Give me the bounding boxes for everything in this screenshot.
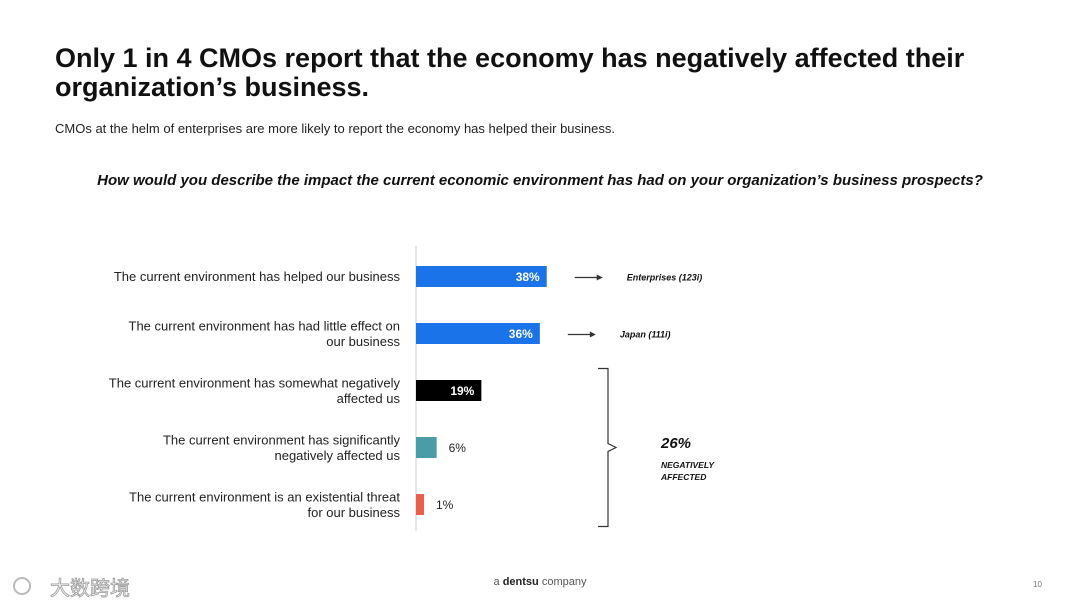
- data-label: 36%: [509, 327, 533, 341]
- watermark-mark-icon: [13, 577, 31, 595]
- bar: [416, 494, 424, 515]
- footer-brand-suffix: company: [541, 576, 587, 588]
- page-subtitle: CMOs at the helm of enterprises are more…: [55, 121, 615, 136]
- watermark-text: 大数跨境: [50, 576, 130, 600]
- data-label: 1%: [436, 498, 454, 512]
- category-label: The current environment has had little e…: [129, 318, 401, 349]
- page-title: Only 1 in 4 CMOs report that the economy…: [55, 43, 965, 102]
- bar: [416, 323, 540, 344]
- bar: [416, 380, 482, 401]
- annotation-arrowhead-icon: [596, 274, 603, 281]
- bar: [416, 266, 547, 287]
- annotation-label: Enterprises (123i): [627, 273, 703, 283]
- footer-brand-prefix: a: [493, 576, 500, 588]
- annotation-label: Japan (111i): [620, 330, 671, 340]
- bracket-value: 26%: [660, 435, 691, 452]
- data-label: 38%: [516, 270, 540, 284]
- data-label: 6%: [449, 441, 467, 455]
- survey-question: How would you describe the impact the cu…: [97, 172, 983, 189]
- bracket-label: AFFECTED: [660, 472, 706, 482]
- category-label: The current environment has somewhat neg…: [109, 375, 401, 406]
- category-label: The current environment has helped our b…: [114, 269, 401, 284]
- bracket: [598, 367, 618, 528]
- watermark-logo: 大数跨境: [13, 576, 130, 600]
- annotation-arrowhead-icon: [589, 331, 596, 338]
- data-label: 19%: [450, 384, 474, 398]
- bracket-label: NEGATIVELY: [661, 460, 715, 470]
- footer-brand: a dentsu company: [0, 576, 1080, 588]
- bar: [416, 437, 437, 458]
- page-number: 10: [1033, 580, 1042, 589]
- category-label: The current environment has significantl…: [163, 432, 401, 463]
- footer-brand-name: dentsu: [502, 576, 539, 588]
- category-label: The current environment is an existentia…: [129, 489, 400, 520]
